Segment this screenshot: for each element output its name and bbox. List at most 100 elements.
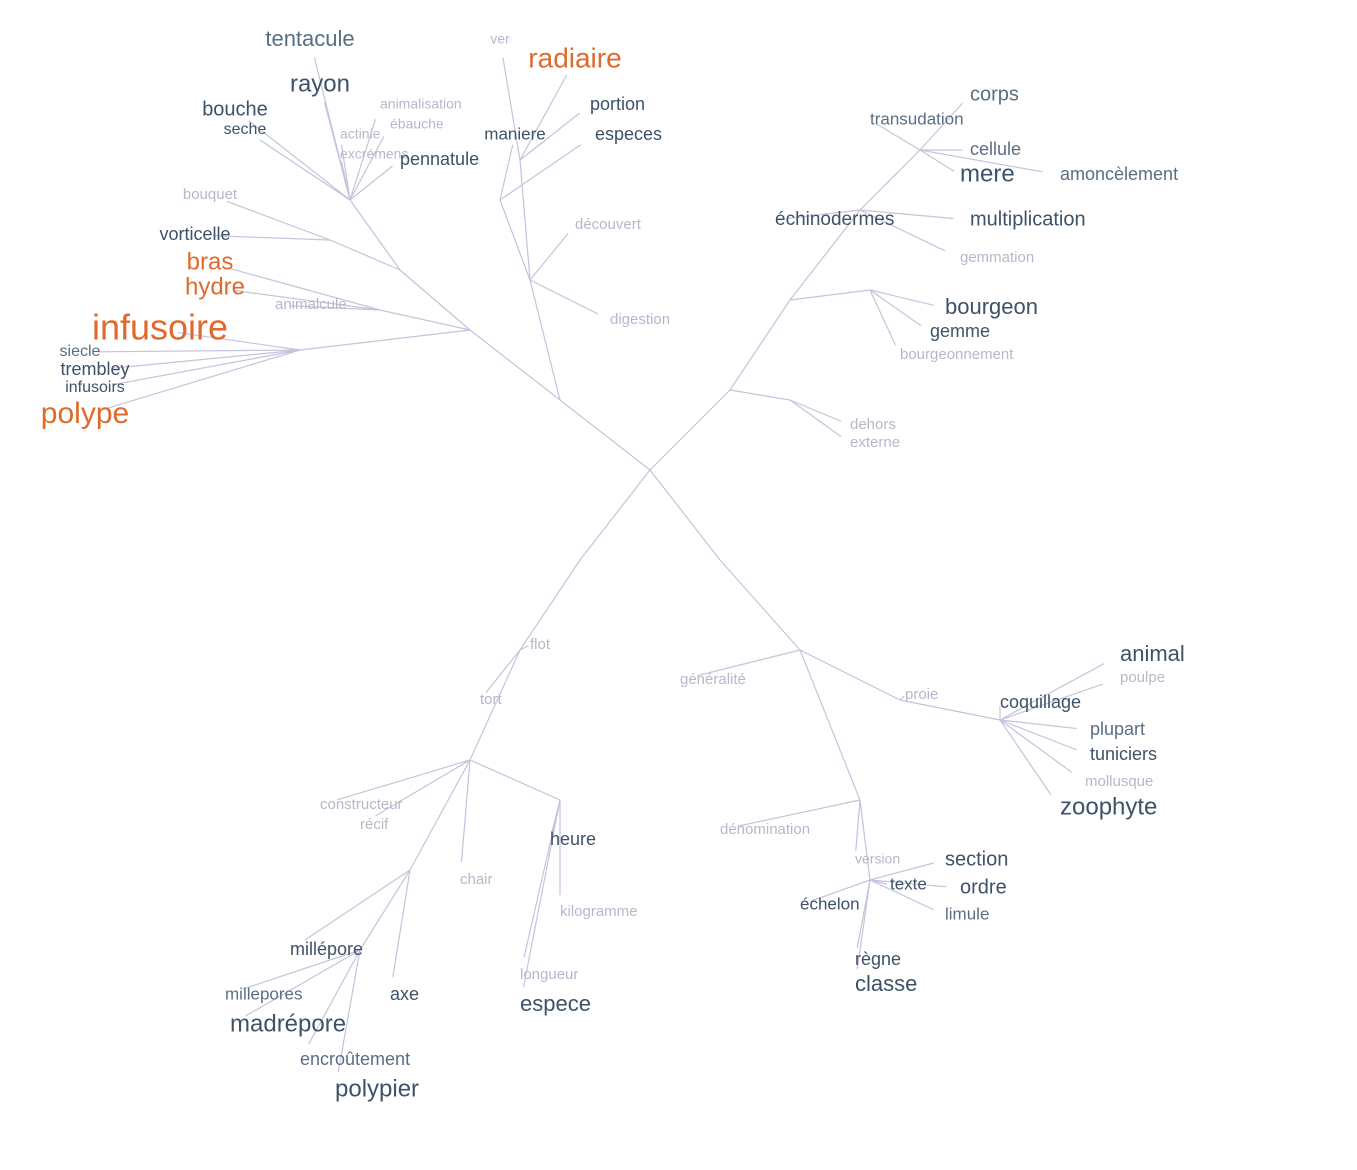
tree-edge [227,201,330,240]
leaf-label: gemme [930,321,990,341]
tree-edge [730,300,790,390]
tree-edge [305,870,410,940]
leaf-label: amoncèlement [1060,164,1178,184]
tree-edge [800,650,860,800]
leaves-group: tentaculerayonbouchesecheanimalisationéb… [41,26,1185,1103]
leaf-label: trembley [60,359,129,379]
leaf-label: dehors [850,416,896,433]
leaf-label: tentacule [265,26,354,51]
tree-edge [300,330,470,350]
leaf-label: bouquet [183,186,238,203]
tree-edge [580,470,650,560]
leaf-label: version [855,851,900,867]
tree-edge [470,330,560,400]
leaf-label: vorticelle [159,224,230,244]
leaf-label: encroûtement [300,1049,410,1069]
leaf-label: seche [224,121,267,138]
leaf-label: millépore [290,939,363,959]
leaf-label: chair [460,871,493,888]
leaf-label: animalcule [275,296,347,313]
tree-edge [500,145,513,200]
leaf-label: coquillage [1000,692,1081,712]
tree-edge [870,290,934,305]
tree-edge [530,280,560,400]
leaf-label: rayon [290,70,350,97]
leaf-label: hydre [185,273,245,300]
leaf-label: multiplication [970,208,1086,230]
tree-edge [524,800,560,957]
leaf-label: infusoirs [65,379,125,396]
leaf-label: gemmation [960,249,1034,266]
leaf-label: flot [530,636,551,653]
leaf-label: échinodermes [775,209,894,230]
tree-edge [1000,720,1072,773]
leaf-label: espece [520,991,591,1016]
tree-edge [98,350,300,352]
tree-edge [860,150,920,210]
tree-edge [113,350,300,385]
tree-edge [530,233,568,280]
tree-edge [500,145,581,200]
leaf-label: classe [855,971,917,996]
tree-edge [350,166,393,200]
tree-edge [400,270,470,330]
tree-edge [113,350,300,368]
leaf-label: généralité [680,671,746,688]
leaf-label: texte [890,874,927,893]
leaf-label: millepores [225,984,302,1003]
tree-edge [410,760,470,870]
tree-edge [213,236,330,240]
tree-edge [470,760,560,800]
tree-edge [900,696,904,700]
leaf-label: polypier [335,1075,419,1102]
leaf-label: infusoire [92,307,228,348]
leaf-label: constructeur [320,796,403,813]
leaf-label: pennatule [400,149,479,169]
tree-edge [337,760,470,800]
leaf-label: mere [960,160,1015,187]
leaf-label: cellule [970,139,1021,159]
tree-edge [560,400,650,470]
leaf-label: externe [850,434,900,451]
leaf-label: bourgeon [945,294,1038,319]
leaf-label: limule [945,904,989,923]
tree-edge [380,310,470,330]
tree-edge [520,160,530,280]
leaf-label: digestion [610,311,670,328]
tree-edge [1000,720,1051,795]
tree-edge [393,870,410,977]
leaf-label: kilogramme [560,903,638,920]
tree-edge [520,75,567,160]
leaf-label: portion [590,94,645,114]
tree-edge [500,200,530,280]
tree-edge [790,290,870,300]
tree-edge [360,870,410,950]
leaf-label: tort [480,691,503,708]
leaf-label: bras [187,248,234,275]
tree-edge [102,350,300,410]
leaf-label: corps [970,83,1019,105]
tree-edge [720,560,800,650]
radial-word-tree: tentaculerayonbouchesecheanimalisationéb… [0,0,1357,1170]
leaf-label: récif [360,816,389,833]
leaf-label: maniere [484,124,545,143]
leaf-label: animal [1120,641,1185,666]
leaf-label: madrépore [230,1010,346,1037]
leaf-label: échelon [800,894,860,913]
tree-edge [530,280,598,314]
leaf-label: radiaire [528,42,621,73]
leaf-label: animalisation [380,96,462,112]
leaf-label: ver [490,31,510,47]
leaf-label: proie [905,686,938,703]
leaf-label: poulpe [1120,669,1165,686]
leaf-label: mollusque [1085,773,1153,790]
tree-edge [856,800,860,851]
leaf-label: heure [550,829,596,849]
leaf-label: bouche [202,98,268,120]
tree-edge [650,390,730,470]
leaf-label: découvert [575,216,642,233]
leaf-label: plupart [1090,719,1145,739]
leaf-label: règne [855,949,901,969]
leaf-label: excrémens [340,146,408,162]
tree-edge [860,800,870,880]
